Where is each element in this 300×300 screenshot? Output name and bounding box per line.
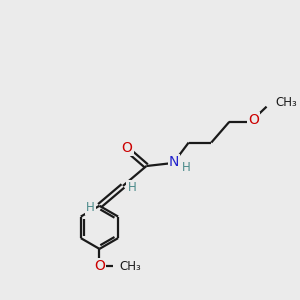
Text: H: H: [86, 201, 95, 214]
Text: O: O: [94, 259, 105, 273]
Text: CH₃: CH₃: [276, 96, 297, 109]
Text: H: H: [128, 181, 136, 194]
Text: N: N: [169, 155, 179, 169]
Text: CH₃: CH₃: [120, 260, 141, 272]
Text: O: O: [248, 113, 259, 128]
Text: H: H: [182, 161, 190, 174]
Text: O: O: [122, 140, 133, 154]
